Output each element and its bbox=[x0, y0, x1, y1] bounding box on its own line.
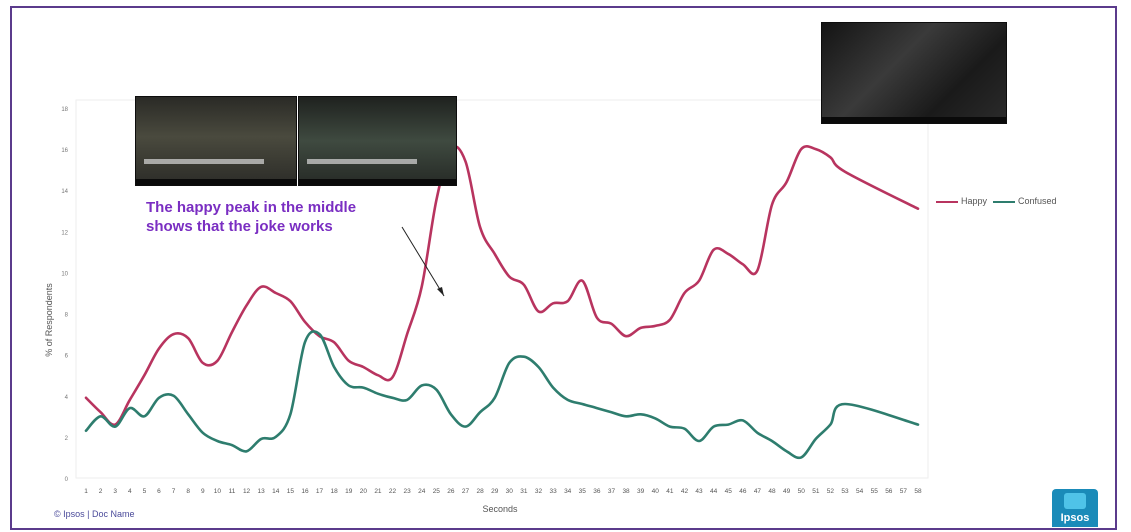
x-tick-label: 52 bbox=[827, 488, 835, 495]
series-line-happy bbox=[84, 145, 920, 427]
x-tick-label: 42 bbox=[681, 488, 689, 495]
x-tick-label: 24 bbox=[418, 488, 426, 495]
x-tick-label: 39 bbox=[637, 488, 645, 495]
logo-mark bbox=[1064, 493, 1086, 509]
legend-label-happy: Happy bbox=[961, 196, 988, 206]
x-tick-label: 56 bbox=[885, 488, 893, 495]
y-tick-label: 12 bbox=[61, 230, 68, 236]
x-tick-label: 29 bbox=[491, 488, 499, 495]
x-tick-label: 2 bbox=[99, 488, 103, 495]
annotation-line-2: shows that the joke works bbox=[146, 218, 333, 235]
x-tick-label: 38 bbox=[622, 488, 630, 495]
chart-legend: Happy Confused bbox=[936, 196, 1057, 206]
x-tick-label: 10 bbox=[214, 488, 222, 495]
x-tick-label: 46 bbox=[739, 488, 747, 495]
y-tick-label: 16 bbox=[61, 148, 68, 154]
x-tick-label: 3 bbox=[113, 488, 117, 495]
x-tick-label: 37 bbox=[608, 488, 616, 495]
x-tick-label: 41 bbox=[666, 488, 674, 495]
x-tick-label: 45 bbox=[725, 488, 733, 495]
y-tick-label: 0 bbox=[65, 477, 69, 483]
y-tick-label: 2 bbox=[65, 436, 69, 442]
x-tick-label: 49 bbox=[783, 488, 791, 495]
x-tick-label: 32 bbox=[535, 488, 543, 495]
x-tick-label: 50 bbox=[798, 488, 806, 495]
x-tick-label: 28 bbox=[476, 488, 484, 495]
x-tick-label: 47 bbox=[754, 488, 762, 495]
series-line-confused bbox=[84, 330, 920, 460]
y-tick-label: 6 bbox=[65, 354, 69, 360]
x-tick-label: 51 bbox=[812, 488, 820, 495]
thumbnail-control-bar bbox=[299, 179, 456, 185]
video-thumbnail-scene-3 bbox=[821, 22, 1007, 124]
y-tick-label: 8 bbox=[65, 313, 69, 319]
x-tick-label: 12 bbox=[243, 488, 251, 495]
x-tick-label: 34 bbox=[564, 488, 572, 495]
x-tick-label: 43 bbox=[695, 488, 703, 495]
x-tick-label: 36 bbox=[593, 488, 601, 495]
x-tick-label: 8 bbox=[186, 488, 190, 495]
thumbnail-control-bar bbox=[136, 179, 296, 185]
x-tick-label: 21 bbox=[374, 488, 382, 495]
x-tick-label: 33 bbox=[549, 488, 557, 495]
video-thumbnail-scene-1 bbox=[135, 96, 297, 186]
x-tick-label: 23 bbox=[404, 488, 412, 495]
legend-item-happy: Happy bbox=[936, 196, 987, 206]
x-tick-label: 16 bbox=[301, 488, 309, 495]
legend-label-confused: Confused bbox=[1018, 196, 1057, 206]
y-tick-label: 18 bbox=[61, 107, 68, 113]
x-tick-label: 55 bbox=[871, 488, 879, 495]
annotation-arrow bbox=[401, 226, 445, 297]
x-tick-label: 54 bbox=[856, 488, 864, 495]
plot-area bbox=[75, 99, 929, 479]
x-tick-label: 53 bbox=[841, 488, 849, 495]
x-tick-label: 5 bbox=[143, 488, 147, 495]
x-tick-label: 13 bbox=[258, 488, 266, 495]
x-tick-label: 14 bbox=[272, 488, 280, 495]
video-thumbnail-scene-2 bbox=[298, 96, 457, 186]
x-tick-label: 17 bbox=[316, 488, 324, 495]
x-tick-label: 15 bbox=[287, 488, 295, 495]
x-axis-label: Seconds bbox=[482, 504, 518, 514]
x-tick-label: 44 bbox=[710, 488, 718, 495]
x-tick-label: 18 bbox=[331, 488, 339, 495]
x-tick-label: 6 bbox=[157, 488, 161, 495]
x-tick-label: 35 bbox=[579, 488, 587, 495]
x-tick-label: 7 bbox=[172, 488, 176, 495]
y-axis-label: % of Respondents bbox=[44, 283, 54, 357]
legend-item-confused: Confused bbox=[993, 196, 1057, 206]
x-tick-label: 48 bbox=[768, 488, 776, 495]
x-tick-label: 25 bbox=[433, 488, 441, 495]
y-tick-label: 10 bbox=[61, 271, 68, 277]
logo-text: Ipsos bbox=[1060, 512, 1090, 524]
x-tick-label: 26 bbox=[447, 488, 455, 495]
x-tick-label: 19 bbox=[345, 488, 353, 495]
x-tick-label: 9 bbox=[201, 488, 205, 495]
x-tick-label: 27 bbox=[462, 488, 470, 495]
y-tick-label: 14 bbox=[61, 189, 68, 195]
legend-swatch-happy bbox=[936, 200, 958, 203]
x-tick-label: 31 bbox=[520, 488, 528, 495]
annotation-text: The happy peak in the middle shows that … bbox=[146, 198, 436, 236]
x-tick-label: 58 bbox=[914, 488, 922, 495]
x-tick-label: 1 bbox=[84, 488, 88, 495]
footer-copyright: © Ipsos | Doc Name bbox=[54, 509, 135, 519]
x-tick-label: 40 bbox=[652, 488, 660, 495]
annotation-line-1: The happy peak in the middle bbox=[146, 199, 357, 216]
ipsos-logo: Ipsos bbox=[1052, 489, 1098, 527]
x-tick-label: 57 bbox=[900, 488, 908, 495]
thumbnail-caption bbox=[144, 159, 264, 164]
thumbnail-caption bbox=[307, 159, 417, 164]
x-tick-label: 4 bbox=[128, 488, 132, 495]
y-tick-label: 4 bbox=[65, 395, 69, 401]
x-tick-label: 30 bbox=[506, 488, 514, 495]
x-tick-label: 20 bbox=[360, 488, 368, 495]
thumbnail-control-bar bbox=[822, 117, 1006, 123]
legend-swatch-confused bbox=[993, 200, 1016, 203]
x-tick-label: 11 bbox=[229, 488, 236, 495]
x-tick-label: 22 bbox=[389, 488, 397, 495]
annotation-arrowhead bbox=[437, 287, 444, 296]
